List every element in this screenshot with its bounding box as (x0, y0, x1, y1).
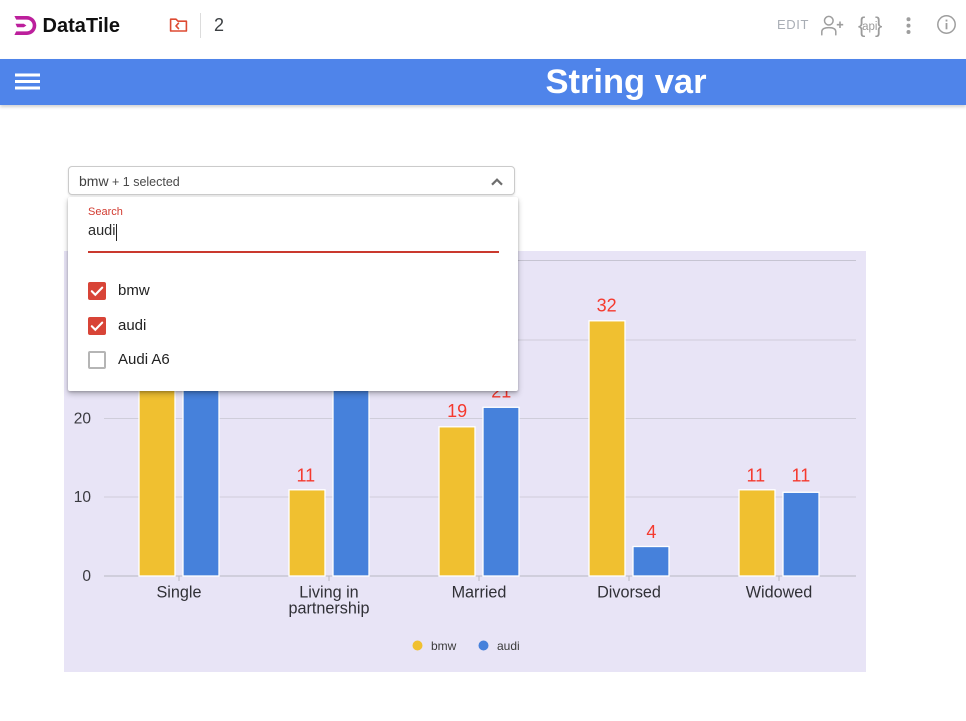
svg-text:api: api (862, 21, 877, 33)
svg-text:bmw: bmw (431, 639, 457, 653)
svg-text:partnership: partnership (289, 600, 370, 618)
svg-text:Married: Married (452, 584, 507, 602)
svg-text:10: 10 (74, 489, 92, 506)
svg-text:11: 11 (296, 466, 315, 486)
svg-text:{: { (858, 13, 865, 38)
svg-text:20: 20 (74, 411, 92, 428)
svg-text:11: 11 (746, 466, 765, 486)
svg-text:11: 11 (792, 466, 811, 486)
svg-text:audi: audi (497, 639, 520, 653)
svg-text:Living in: Living in (299, 584, 358, 602)
svg-text:Widowed: Widowed (746, 584, 813, 602)
svg-text:}: } (875, 13, 882, 38)
svg-text:Single: Single (157, 584, 202, 602)
svg-text:19: 19 (447, 401, 467, 421)
svg-text:0: 0 (82, 568, 91, 585)
svg-text:Divorsed: Divorsed (597, 584, 661, 602)
svg-text:4: 4 (646, 522, 656, 542)
svg-text:32: 32 (597, 295, 617, 315)
